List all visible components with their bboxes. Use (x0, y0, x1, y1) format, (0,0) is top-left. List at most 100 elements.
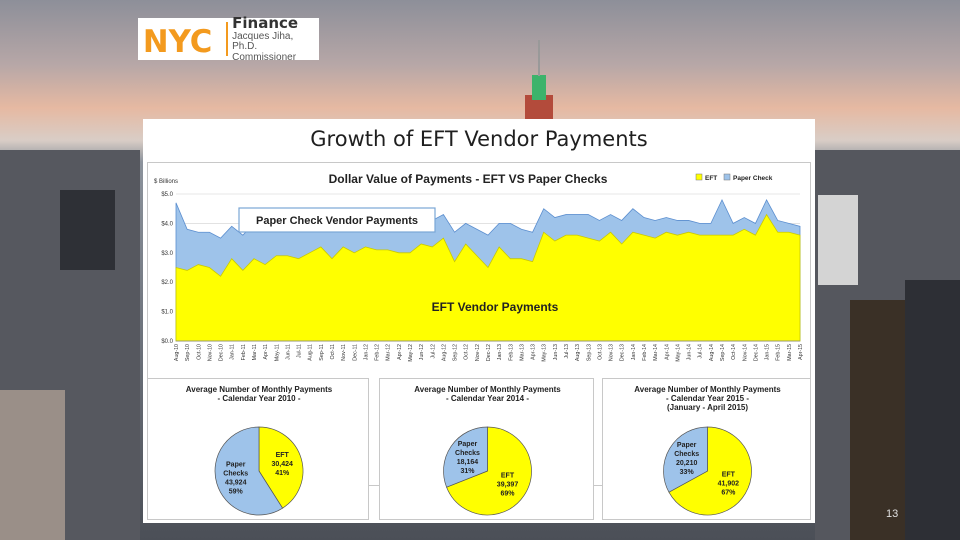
pie-subtitle: - Calendar Year 2015 - (666, 394, 749, 403)
x-tick-label: Feb-12 (375, 344, 381, 361)
annotation-paper-check: Paper Check Vendor Payments (256, 215, 418, 227)
pie-label-paper: 43,924 (225, 479, 247, 486)
pie-subtitle: - Calendar Year 2014 - (446, 394, 529, 403)
pie-label-eft: EFT (276, 452, 290, 459)
logo-divider (226, 22, 229, 56)
logo-dept: Finance (232, 13, 299, 32)
pie-title: Average Number of Monthly Payments (414, 385, 561, 394)
pie-label-eft: 41% (275, 470, 290, 477)
x-tick-label: May-14 (675, 344, 681, 362)
x-tick-label: Jun-11 (285, 344, 291, 360)
x-tick-label: Mar-15 (787, 344, 793, 361)
pie-title: Average Number of Monthly Payments (186, 385, 333, 394)
pie-label-paper: Checks (455, 450, 480, 457)
x-tick-label: Dec-13 (620, 344, 626, 361)
nyc-logo-mark: NYC (143, 24, 212, 57)
pie-label-eft: 41,902 (718, 480, 740, 487)
x-tick-label: Nov-10 (207, 344, 213, 361)
x-tick-label: Sep-14 (720, 344, 726, 361)
pie-subtitle-period: (January - April 2015) (667, 403, 748, 412)
x-tick-label: Nov-13 (609, 344, 615, 361)
x-tick-label: Jan-14 (631, 344, 637, 360)
pie-slice-eft (446, 426, 532, 516)
x-tick-label: May-13 (542, 344, 548, 362)
x-tick-label: Jan-11 (230, 344, 236, 360)
pie-label-eft: 67% (721, 489, 736, 496)
x-tick-label: Jul-12 (430, 344, 436, 358)
pie-label-paper: 20,210 (676, 460, 698, 467)
x-tick-label: Sep-11 (319, 344, 325, 361)
x-tick-label: Jan-12 (363, 344, 369, 360)
pie-label-paper: Paper (458, 441, 478, 448)
y-axis-label: $ Billions (154, 179, 178, 185)
x-tick-label: Dec-14 (753, 344, 759, 361)
page-number: 13 (886, 508, 899, 520)
x-tick-label: May-12 (408, 344, 414, 362)
x-tick-label: Jun-13 (553, 344, 559, 360)
x-tick-label: Mar-12 (386, 344, 392, 361)
y-tick-label: $0.0 (161, 339, 173, 345)
pie-label-paper: Paper (677, 442, 697, 449)
pie-label-paper: 59% (229, 488, 244, 495)
nyc-finance-logo: NYC Finance Jacques Jiha, Ph.D. Commissi… (138, 13, 319, 63)
y-tick-label: $3.0 (161, 251, 173, 257)
x-tick-label: Oct-12 (464, 344, 470, 360)
pie-title: Average Number of Monthly Payments (634, 385, 781, 394)
x-tick-label: Nov-12 (475, 344, 481, 361)
pie-slice-eft (668, 426, 752, 516)
x-tick-label: Nov-11 (341, 344, 347, 361)
x-tick-label: Aug-13 (575, 344, 581, 361)
x-tick-label: Nov-14 (742, 344, 748, 361)
x-tick-label: Oct-10 (196, 344, 202, 360)
series-area-eft (175, 213, 801, 342)
pie-label-eft: 69% (501, 491, 516, 498)
x-tick-label: Jan-15 (765, 344, 771, 360)
legend-label-paper: Paper Check (733, 175, 773, 182)
legend-swatch-paper (723, 173, 731, 181)
pie-label-eft: 30,424 (272, 461, 294, 468)
y-tick-label: $2.0 (161, 280, 173, 286)
x-tick-label: Feb-13 (508, 344, 514, 361)
pie-label-eft: 39,397 (497, 482, 519, 489)
x-tick-label: Oct-14 (731, 344, 737, 360)
x-tick-label: Feb-14 (642, 344, 648, 361)
legend-label-eft: EFT (705, 175, 717, 182)
x-tick-label: Mar-13 (519, 344, 525, 361)
pie-label-paper: 33% (680, 469, 695, 476)
x-tick-label: Feb-11 (241, 344, 247, 360)
x-tick-label: Apr-15 (798, 344, 804, 360)
x-tick-label: Aug-10 (174, 344, 180, 361)
x-tick-label: Jun-12 (419, 344, 425, 360)
pie-chart-2014: Average Number of Monthly Payments- Cale… (414, 385, 561, 516)
annotation-eft: EFT Vendor Payments (432, 300, 559, 314)
x-tick-label: Apr-14 (664, 344, 670, 360)
pie-chart-2010: Average Number of Monthly Payments- Cale… (186, 385, 333, 516)
x-tick-label: Jul-11 (297, 344, 303, 358)
x-tick-label: Dec-11 (352, 344, 358, 361)
pie-chart-2015: Average Number of Monthly Payments- Cale… (634, 385, 781, 516)
x-tick-label: Dec-12 (486, 344, 492, 361)
x-tick-label: Sep-13 (586, 344, 592, 361)
x-tick-label: Oct-11 (330, 344, 336, 360)
logo-commissioner-name: Jacques Jiha, Ph.D. (232, 30, 294, 52)
area-chart-title: Dollar Value of Payments - EFT VS Paper … (329, 172, 608, 186)
annotation-box-paper (238, 207, 436, 233)
chart-panel: Growth of EFT Vendor Payments Dollar Val… (143, 119, 815, 523)
x-tick-label: Aug-11 (308, 344, 314, 361)
slide-title: Growth of EFT Vendor Payments (310, 127, 648, 151)
pie-label-paper: Paper (226, 461, 246, 468)
pie-subtitle: - Calendar Year 2010 - (217, 394, 300, 403)
pie-chart-2010-box: Average Number of Monthly Payments - Cale… (147, 378, 369, 520)
area-chart: Dollar Value of Payments - EFT VS Paper … (154, 172, 804, 362)
pie-label-eft: EFT (722, 471, 736, 478)
x-tick-label: Mar-11 (252, 344, 258, 360)
x-tick-label: Apr-11 (263, 344, 269, 360)
x-tick-label: Aug-14 (709, 344, 715, 361)
logo-commissioner-title: Commissioner (232, 51, 297, 63)
pie-chart-2015-box: Average Number of Monthly Payments - Cale… (602, 378, 811, 520)
x-tick-label: Mar-14 (653, 344, 659, 361)
legend-swatch-eft (695, 173, 703, 181)
x-tick-label: Oct-13 (597, 344, 603, 360)
y-tick-label: $4.0 (161, 221, 173, 227)
x-tick-label: Feb-15 (776, 344, 782, 361)
